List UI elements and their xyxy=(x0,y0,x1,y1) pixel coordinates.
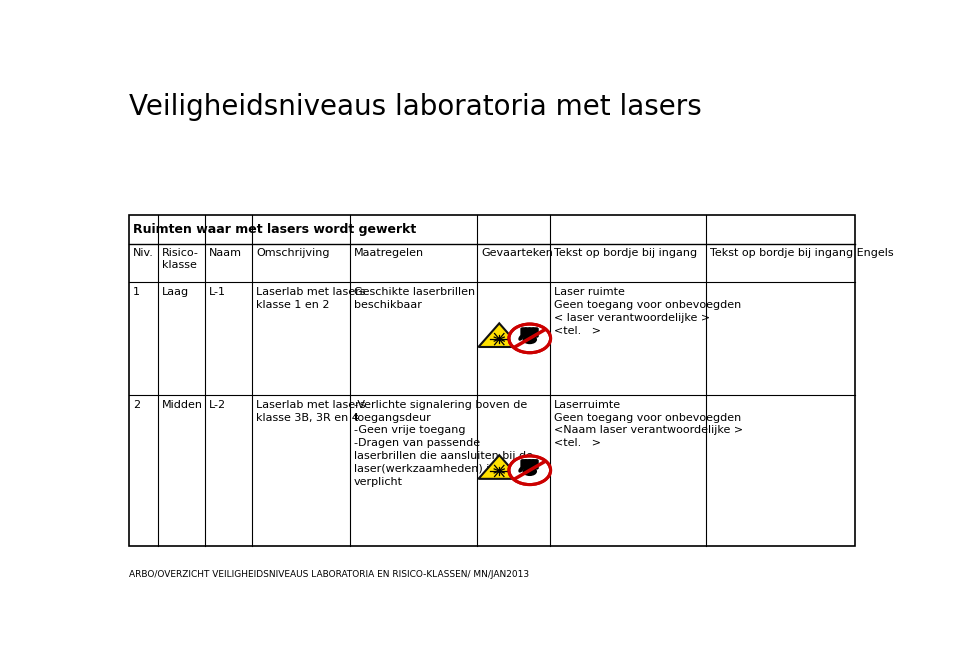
Circle shape xyxy=(497,338,501,340)
Text: 1: 1 xyxy=(132,287,139,297)
Text: Laserlab met lasers
klasse 1 en 2: Laserlab met lasers klasse 1 en 2 xyxy=(256,287,366,310)
Text: Tekst op bordje bij ingang: Tekst op bordje bij ingang xyxy=(554,248,697,258)
Polygon shape xyxy=(478,455,520,479)
FancyBboxPatch shape xyxy=(528,459,535,469)
Circle shape xyxy=(497,469,501,472)
Text: L-1: L-1 xyxy=(209,287,226,297)
Text: -Verlichte signalering boven de
toegangsdeur
-Geen vrije toegang
-Dragen van pas: -Verlichte signalering boven de toegangs… xyxy=(354,400,533,487)
FancyBboxPatch shape xyxy=(524,327,531,338)
FancyBboxPatch shape xyxy=(528,327,535,338)
Text: Laser ruimte
Geen toegang voor onbevoegden
< laser verantwoordelijke >
<tel.   >: Laser ruimte Geen toegang voor onbevoegd… xyxy=(554,287,741,336)
Bar xyxy=(129,215,855,546)
Text: Veiligheidsniveaus laboratoria met lasers: Veiligheidsniveaus laboratoria met laser… xyxy=(129,92,702,120)
Text: Omschrijving: Omschrijving xyxy=(256,248,329,258)
Text: Risico-
klasse: Risico- klasse xyxy=(161,248,199,270)
Text: Laserruimte
Geen toegang voor onbevoegden
<Naam laser verantwoordelijke >
<tel. : Laserruimte Geen toegang voor onbevoegde… xyxy=(554,400,743,448)
Ellipse shape xyxy=(518,334,524,340)
FancyBboxPatch shape xyxy=(520,327,527,338)
Ellipse shape xyxy=(522,467,537,476)
Text: Tekst op bordje bij ingang Engels: Tekst op bordje bij ingang Engels xyxy=(710,248,894,258)
Text: ARBO/OVERZICHT VEILIGHEIDSNIVEAUS LABORATORIA EN RISICO-KLASSEN/ MN/JAN2013: ARBO/OVERZICHT VEILIGHEIDSNIVEAUS LABORA… xyxy=(129,570,529,579)
Text: Midden: Midden xyxy=(161,400,203,410)
Text: Gevaarteken: Gevaarteken xyxy=(481,248,553,258)
Text: Niv.: Niv. xyxy=(132,248,154,258)
Text: Geschikte laserbrillen
beschikbaar: Geschikte laserbrillen beschikbaar xyxy=(354,287,475,310)
FancyBboxPatch shape xyxy=(532,459,539,469)
Circle shape xyxy=(509,456,551,485)
Circle shape xyxy=(509,324,551,352)
Polygon shape xyxy=(478,323,520,347)
Ellipse shape xyxy=(518,466,524,473)
FancyBboxPatch shape xyxy=(532,327,539,338)
FancyBboxPatch shape xyxy=(524,459,531,469)
Text: L-2: L-2 xyxy=(209,400,226,410)
Text: 2: 2 xyxy=(132,400,140,410)
Text: Maatregelen: Maatregelen xyxy=(354,248,424,258)
Ellipse shape xyxy=(522,335,537,344)
Text: Naam: Naam xyxy=(209,248,242,258)
Text: Laag: Laag xyxy=(161,287,189,297)
FancyBboxPatch shape xyxy=(520,459,527,469)
Text: Laserlab met lasers
klasse 3B, 3R en 4: Laserlab met lasers klasse 3B, 3R en 4 xyxy=(256,400,366,423)
Text: Ruimten waar met lasers wordt gewerkt: Ruimten waar met lasers wordt gewerkt xyxy=(133,223,417,236)
